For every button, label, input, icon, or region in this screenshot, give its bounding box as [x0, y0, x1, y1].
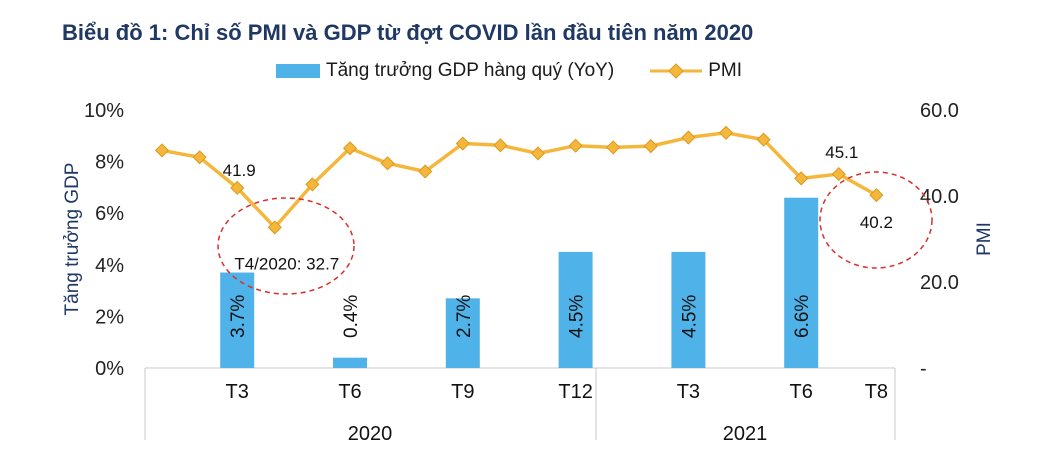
y-left-tick-label: 2% [95, 306, 124, 328]
gdp-bar-label: 4.5% [567, 295, 588, 338]
highlight-ellipse-2020 [217, 197, 355, 295]
x-year-label: 2021 [723, 423, 768, 445]
gdp-bar-label: 2.7% [454, 295, 475, 338]
x-month-label: T8 [865, 381, 888, 403]
y-left-tick-label: 0% [95, 358, 124, 380]
pmi-point [606, 140, 621, 155]
y-right-tick-label: - [920, 358, 927, 380]
pmi-point [568, 138, 583, 153]
pmi-point [681, 130, 696, 145]
y-right-tick-label: 60.0 [920, 100, 959, 122]
pmi-point [418, 164, 433, 179]
pmi-point [154, 143, 170, 158]
y-left-tick-label: 10% [84, 100, 124, 122]
legend: Tăng trưởng GDP hàng quý (YoY) PMI [276, 58, 742, 84]
pmi-point [718, 125, 734, 140]
pmi-point [455, 136, 470, 151]
pmi-point [230, 180, 245, 195]
pmi-annotation: T4/2020: 32.7 [234, 254, 339, 273]
pmi-point [305, 177, 320, 192]
legend-gdp-label: Tăng trưởng GDP hàng quý (YoY) [326, 60, 615, 81]
gdp-bar-label: 4.5% [679, 295, 700, 338]
pmi-point [267, 220, 282, 235]
chart-title: Biểu đồ 1: Chỉ số PMI và GDP từ đợt COVI… [62, 20, 754, 45]
x-month-label: T6 [338, 381, 361, 403]
pmi-annotation: 45.1 [825, 143, 858, 162]
pmi-point [831, 166, 846, 182]
x-month-label: T3 [677, 381, 700, 403]
y-right-axis-title: PMI [974, 222, 995, 256]
legend-line-swatch [650, 63, 703, 79]
x-month-label: T9 [451, 381, 474, 403]
gdp-bar [784, 197, 819, 368]
pmi-line [161, 131, 878, 230]
y-right-tick-label: 40.0 [920, 186, 959, 208]
pmi-point [530, 146, 546, 161]
y-right-tick-label: 20.0 [920, 272, 959, 294]
y-left-tick-label: 4% [95, 255, 124, 277]
pmi-annotation: 41.9 [223, 161, 256, 180]
y-left-tick-label: 6% [95, 203, 124, 225]
pmi-point [380, 156, 395, 171]
y-left-axis-title: Tăng trưởng GDP [62, 163, 83, 316]
gdp-bar [220, 272, 255, 368]
legend-bar-swatch [276, 64, 320, 78]
pmi-point [869, 188, 884, 203]
pmi-point [794, 171, 809, 186]
x-month-label: T3 [226, 381, 249, 403]
gdp-bar-label: 0.4% [341, 295, 362, 338]
pmi-point [493, 138, 508, 153]
gdp-bar-label: 6.6% [792, 295, 813, 338]
legend-pmi-label: PMI [708, 60, 742, 81]
x-month-label: T12 [558, 381, 592, 403]
x-year-label: 2020 [348, 423, 393, 445]
pmi-annotation: 40.2 [860, 213, 893, 232]
highlight-ellipse-2021 [819, 171, 933, 269]
pmi-point [342, 141, 358, 156]
gdp-bar-label: 3.7% [228, 295, 249, 338]
gdp-bar [333, 357, 367, 368]
pmi-point [192, 150, 207, 165]
x-month-label: T6 [790, 381, 813, 403]
gdp-bar [671, 251, 706, 368]
pmi-point [643, 139, 658, 154]
y-left-tick-label: 8% [95, 152, 124, 174]
gdp-bar [445, 298, 480, 368]
gdp-bar [558, 251, 593, 368]
pmi-point [756, 132, 771, 147]
